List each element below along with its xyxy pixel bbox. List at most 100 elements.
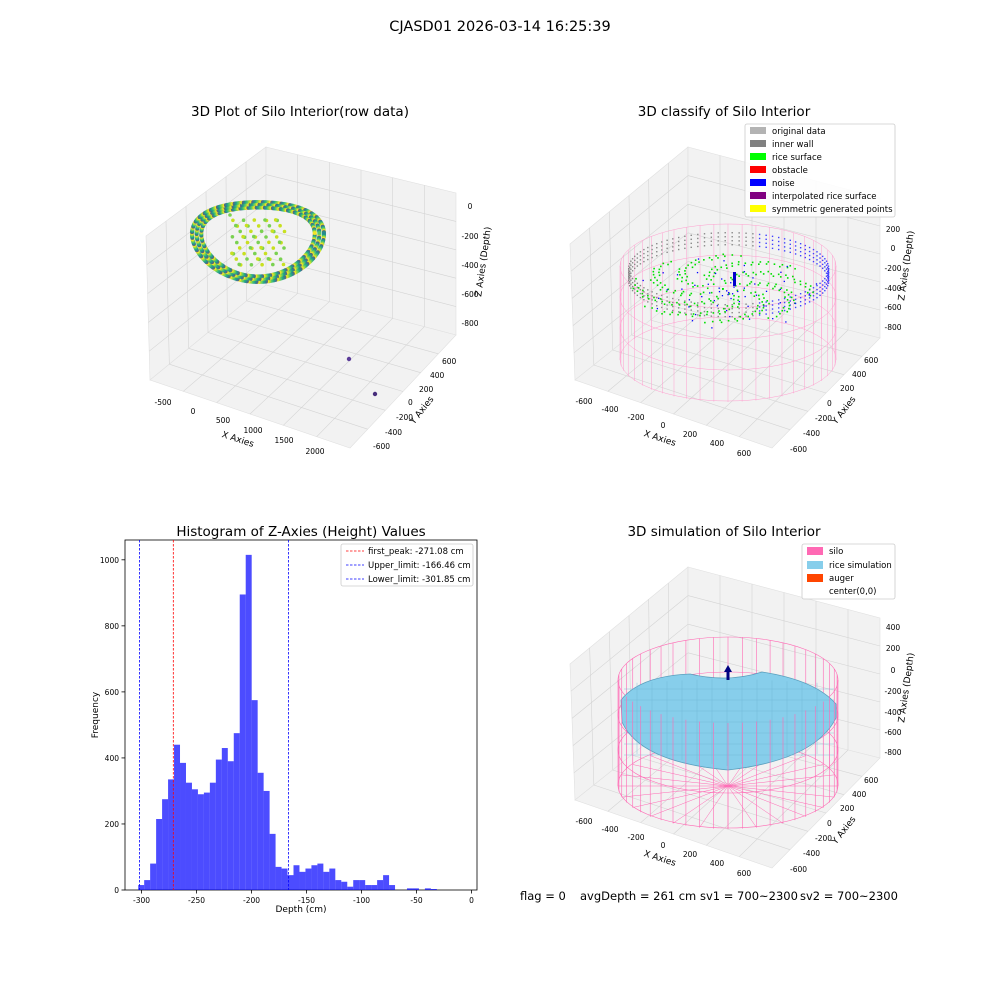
wall-point (684, 304, 686, 306)
rice-point (788, 304, 791, 307)
wall-point (678, 248, 680, 251)
wall-point (799, 250, 802, 253)
rice-point (738, 303, 740, 305)
wall-point (672, 297, 674, 300)
wall-point (724, 244, 726, 246)
rice-simulation-surface (620, 671, 837, 771)
rice-point (786, 298, 789, 301)
rice-point (694, 263, 697, 266)
wall-point (825, 283, 828, 285)
wall-point (765, 234, 767, 237)
wall-point (758, 233, 761, 236)
panel1-z-ticks: 0 -200 -400 -600 -800 (461, 202, 478, 328)
wall-point (778, 307, 780, 309)
rice-point (641, 292, 644, 295)
panel2-xtick: -200 (627, 413, 644, 422)
rice-point (671, 303, 673, 306)
rice-point (739, 283, 741, 285)
rice-point (686, 275, 688, 278)
noise-point (723, 260, 725, 262)
rice-point (762, 293, 764, 296)
wall-point (738, 311, 740, 314)
rice-point (669, 313, 671, 316)
silo-floor-spoke (632, 764, 729, 787)
silo-ring (619, 223, 837, 309)
histogram-bar (281, 868, 288, 890)
noise-point (780, 271, 782, 273)
raw-outlier-point (372, 391, 378, 397)
raw-point (277, 240, 282, 244)
wall-point (827, 274, 830, 276)
wall-point (636, 294, 639, 297)
rice-point (738, 275, 740, 277)
rice-point (691, 282, 694, 284)
legend-swatch-noise (750, 179, 766, 186)
noise-point (786, 265, 788, 268)
noise-point (748, 318, 751, 320)
wall-point (731, 311, 733, 314)
raw-point (274, 235, 279, 239)
wall-point (799, 293, 802, 295)
rice-point (703, 259, 705, 261)
panel4-z-ticks: 400 200 0 -200 -400 -600 -800 (884, 623, 901, 757)
histogram-ytick-label: 1000 (100, 556, 119, 565)
panel4-xtick: -400 (601, 825, 618, 834)
histogram-legend: first_peak: -271.08 cm Upper_limit: -166… (340, 543, 474, 587)
histogram-bar (263, 790, 270, 890)
raw-point (267, 240, 271, 245)
wall-point (778, 248, 780, 251)
wall-point (684, 235, 686, 238)
rice-point (687, 264, 689, 267)
wall-point (808, 258, 811, 261)
rice-point (723, 279, 726, 282)
rice-point (733, 302, 735, 305)
grid-line (589, 227, 595, 366)
rice-point (812, 291, 814, 294)
rice-point (701, 300, 703, 303)
noise-point (716, 305, 718, 307)
wall-point (799, 297, 802, 299)
wall-point (690, 309, 692, 311)
rice-point (681, 292, 683, 295)
raw-point (278, 223, 282, 228)
wall-point (789, 300, 791, 302)
wall-point (731, 232, 733, 234)
status-line: flag = 0 avgDepth = 261 cm sv1 = 700~230… (520, 889, 898, 903)
rice-point (679, 311, 681, 314)
rice-point (652, 273, 655, 276)
wall-point (634, 280, 636, 282)
rice-point (744, 313, 746, 316)
rice-point (737, 295, 740, 298)
rice-point (678, 271, 680, 273)
rice-point (752, 271, 755, 274)
rice-point (789, 264, 792, 267)
rice-point (783, 291, 786, 294)
rice-point (717, 257, 719, 259)
wall-point (647, 289, 649, 291)
rice-point (784, 296, 786, 298)
noise-point (718, 287, 720, 289)
wall-point (639, 255, 642, 257)
wall-point (643, 248, 645, 251)
wall-point (738, 240, 740, 242)
panel1-x-ticks: -500 0 500 1000 1500 2000 (154, 398, 324, 456)
legend-label-inner-wall: inner wall (772, 140, 813, 150)
wall-point (656, 301, 658, 303)
rice-point (747, 274, 750, 277)
raw-point (252, 234, 256, 239)
silo-floor-spoke (650, 785, 729, 817)
raw-point (241, 218, 246, 222)
wall-point (738, 236, 740, 238)
wall-point (672, 301, 674, 304)
rice-point (809, 285, 812, 287)
noise-point (765, 290, 768, 293)
wall-point (808, 293, 811, 295)
rice-point (660, 265, 662, 268)
raw-point (273, 218, 278, 222)
panel1-ytick: -600 (373, 442, 390, 451)
wall-point (656, 305, 658, 307)
legend-label-center: center(0,0) (829, 587, 877, 597)
wall-point (783, 305, 786, 308)
rice-point (767, 317, 770, 319)
histogram-bar (341, 881, 348, 890)
